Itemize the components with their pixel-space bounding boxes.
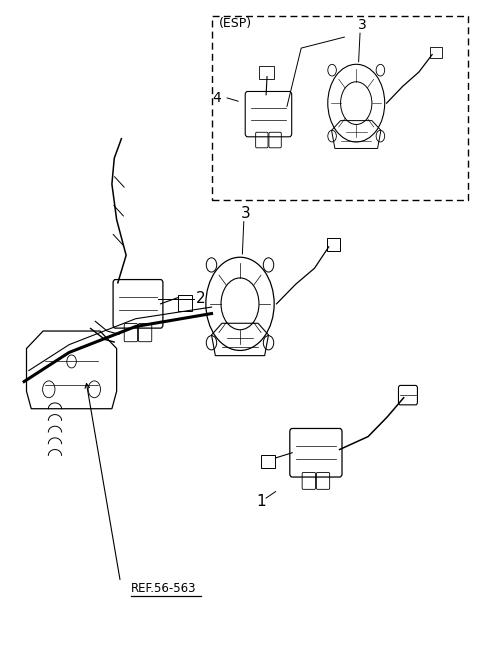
Text: 3: 3 [241, 206, 251, 221]
Text: 4: 4 [212, 91, 221, 105]
Text: 3: 3 [358, 18, 366, 33]
Text: REF.56-563: REF.56-563 [131, 582, 196, 596]
Text: (ESP): (ESP) [219, 17, 252, 30]
Text: 1: 1 [256, 494, 266, 509]
Text: 2: 2 [196, 291, 205, 306]
